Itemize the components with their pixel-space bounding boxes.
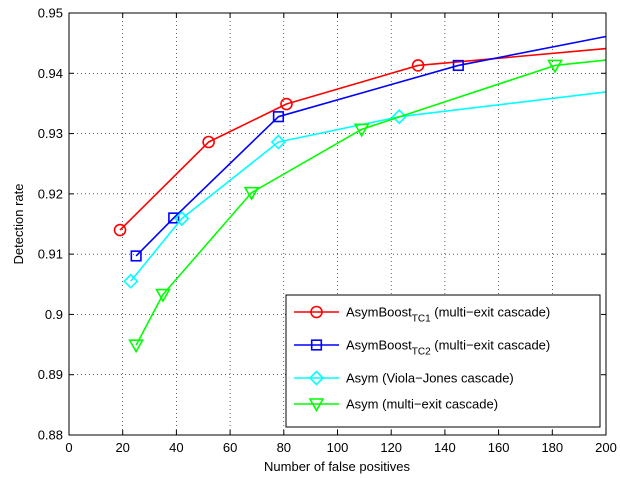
y-tick-label: 0.94	[38, 66, 63, 81]
y-axis-title: Detection rate	[11, 184, 26, 265]
y-tick-label: 0.93	[38, 126, 63, 141]
y-tick-label: 0.92	[38, 186, 63, 201]
data-point-circle-marker	[411, 59, 425, 72]
y-tick-label: 0.9	[45, 307, 63, 322]
series-line-4	[135, 59, 607, 346]
x-tick-label: 160	[488, 440, 510, 455]
x-tick-label: 40	[169, 440, 183, 455]
series-1	[113, 47, 607, 237]
series-line-1	[119, 47, 607, 231]
data-point-diamond-marker	[270, 134, 287, 150]
x-tick-label: 0	[65, 440, 72, 455]
x-tick-label: 200	[595, 440, 617, 455]
data-point-triangle-down-marker	[155, 288, 171, 303]
series-line-3	[130, 91, 607, 282]
x-axis-title: Number of false positives	[264, 459, 410, 474]
data-point-square-marker	[272, 111, 285, 123]
data-point-triangle-down-marker	[128, 339, 144, 354]
series-2	[130, 35, 607, 262]
x-tick-label: 60	[223, 440, 237, 455]
x-tick-label: 100	[327, 440, 349, 455]
series-layer	[113, 35, 607, 354]
x-tick-label: 80	[277, 440, 291, 455]
data-point-square-marker	[168, 212, 180, 224]
data-point-diamond-marker	[123, 273, 139, 289]
x-tick-label: 180	[541, 440, 563, 455]
x-tick-label: 120	[380, 440, 402, 455]
legend-item-4: Asym (multi−exit cascade)	[294, 397, 498, 413]
legend-item-1: AsymBoostTC1 (multi−exit cascade)	[294, 305, 550, 325]
data-point-triangle-down-marker	[243, 186, 260, 201]
series-line-2	[135, 35, 607, 257]
legend-label: AsymBoostTC2 (multi−exit cascade)	[346, 338, 550, 358]
data-point-square-marker	[452, 59, 464, 72]
axis-ticks: 0 20 40 60 80 100 120 140 160 180 200 0.88 0.89 0.9 0.…	[38, 6, 617, 456]
legend-item-2: AsymBoostTC2 (multi−exit cascade)	[294, 338, 550, 358]
x-tick-label: 140	[434, 440, 456, 455]
data-point-square-marker	[130, 250, 142, 262]
data-point-diamond-marker	[174, 210, 190, 227]
series-3	[123, 91, 607, 289]
data-point-diamond-marker	[391, 109, 407, 125]
legend-item-3: Asym (Viola−Jones cascade)	[294, 370, 514, 386]
data-point-circle-marker	[202, 135, 215, 149]
data-point-circle-marker	[280, 97, 293, 111]
legend-triangle-down-marker	[308, 398, 325, 413]
y-tick-label: 0.89	[38, 367, 63, 382]
data-point-circle-marker	[113, 223, 127, 237]
data-point-triangle-down-marker	[547, 59, 563, 74]
legend: AsymBoostTC1 (multi−exit cascade) AsymBoo…	[285, 294, 601, 428]
legend-square-marker	[310, 339, 323, 351]
series-4	[128, 59, 607, 354]
y-tick-label: 0.91	[38, 247, 63, 262]
x-tick-label: 20	[115, 440, 129, 455]
legend-label: Asym (multi−exit cascade)	[346, 397, 498, 412]
legend-box	[285, 294, 601, 428]
legend-label: Asym (Viola−Jones cascade)	[346, 371, 514, 386]
y-tick-label: 0.95	[38, 6, 63, 21]
data-point-triangle-down-marker	[353, 123, 370, 138]
legend-circle-marker	[310, 305, 323, 319]
legend-diamond-marker	[308, 370, 325, 386]
legend-label: AsymBoostTC1 (multi−exit cascade)	[346, 305, 550, 325]
y-tick-label: 0.88	[38, 428, 63, 443]
